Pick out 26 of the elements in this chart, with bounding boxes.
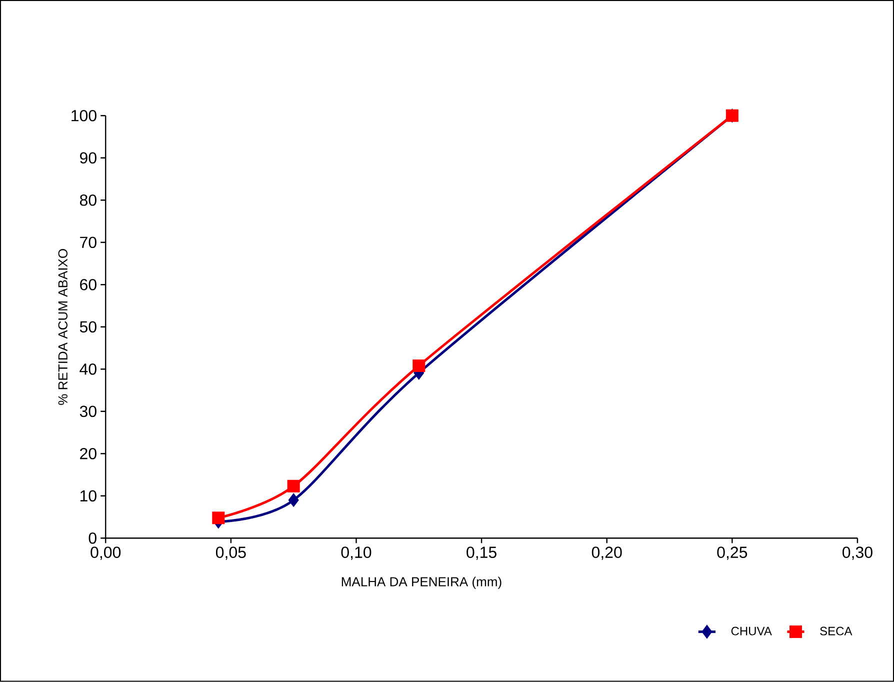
point xyxy=(212,512,225,524)
x-tick-label: 0,00 xyxy=(90,546,121,560)
x-tick-label: 0,15 xyxy=(466,546,496,560)
x-tick-label: 0,25 xyxy=(717,546,748,560)
x-tick-label: 0,05 xyxy=(216,546,246,560)
y-tick-label: 100 xyxy=(72,110,96,122)
y-axis-title: % RETIDA ACUM ABAIXO xyxy=(58,249,68,405)
y-tick-label: 20 xyxy=(80,448,96,460)
legend-label: CHUVA xyxy=(731,626,772,636)
x-tick-label: 0,10 xyxy=(341,546,372,560)
y-tick-label: 90 xyxy=(80,152,96,164)
y-tick-label: 80 xyxy=(80,194,96,206)
y-tick-label: 70 xyxy=(80,236,96,248)
x-axis-title: MALHA DA PENEIRA (mm) xyxy=(342,576,502,590)
y-tick-label: 10 xyxy=(80,490,96,502)
point xyxy=(412,360,426,372)
y-tick-label: 60 xyxy=(80,279,96,290)
y-tick-label: 0 xyxy=(88,532,96,544)
point xyxy=(288,494,299,506)
point xyxy=(287,480,300,493)
x-tick-label: 0,30 xyxy=(842,546,872,560)
y-tick-label: 30 xyxy=(80,406,96,418)
y-tick-label: 40 xyxy=(80,364,96,375)
legend-label: SECA xyxy=(820,626,852,636)
x-tick-label: 0,20 xyxy=(592,546,622,560)
y-tick-label: 50 xyxy=(80,321,96,333)
